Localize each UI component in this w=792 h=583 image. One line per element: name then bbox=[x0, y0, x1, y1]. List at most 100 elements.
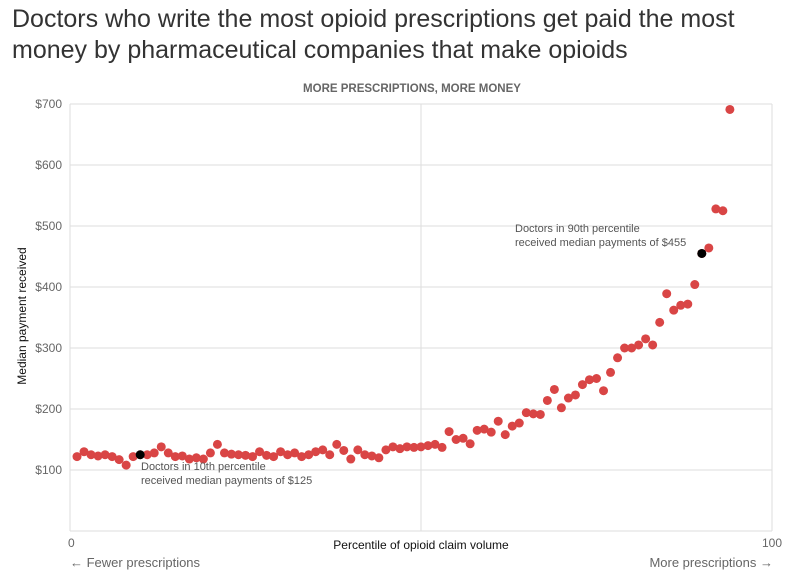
data-point bbox=[93, 451, 103, 461]
data-point bbox=[184, 454, 194, 464]
data-point bbox=[276, 447, 286, 457]
data-point bbox=[669, 305, 679, 315]
data-point bbox=[100, 450, 110, 460]
highlight-point bbox=[135, 450, 145, 460]
data-point bbox=[465, 439, 475, 449]
data-point bbox=[219, 448, 229, 458]
data-point bbox=[570, 390, 580, 400]
data-point bbox=[107, 452, 117, 462]
data-point bbox=[177, 451, 187, 461]
data-point bbox=[226, 449, 236, 459]
data-point bbox=[704, 243, 714, 253]
data-point bbox=[367, 451, 377, 461]
data-point bbox=[479, 424, 489, 434]
highlight-point bbox=[697, 248, 707, 258]
data-point bbox=[311, 447, 321, 457]
data-point bbox=[627, 343, 637, 353]
data-point bbox=[690, 280, 700, 290]
data-point bbox=[86, 450, 96, 460]
data-point bbox=[542, 395, 552, 405]
data-point bbox=[409, 442, 419, 452]
x-tick-labels: 0 100 bbox=[68, 536, 782, 550]
data-point bbox=[149, 448, 159, 458]
data-point bbox=[128, 452, 138, 462]
data-point bbox=[641, 334, 651, 344]
data-point bbox=[283, 450, 293, 460]
data-point bbox=[297, 452, 307, 462]
data-point bbox=[304, 450, 314, 460]
data-point bbox=[592, 374, 601, 383]
annotation-10th-line1: Doctors in 10th percentile bbox=[141, 461, 266, 473]
more-prescriptions-note: More prescriptions → bbox=[649, 555, 773, 570]
data-point bbox=[142, 450, 152, 460]
data-point bbox=[423, 441, 433, 451]
data-point bbox=[613, 353, 623, 363]
headline: Doctors who write the most opioid prescr… bbox=[12, 5, 735, 64]
data-point bbox=[437, 442, 447, 452]
data-point bbox=[318, 445, 328, 455]
data-point bbox=[430, 439, 440, 449]
data-point bbox=[191, 453, 201, 463]
data-point bbox=[121, 460, 131, 470]
data-point bbox=[381, 445, 391, 455]
y-tick-label: $400 bbox=[35, 280, 62, 294]
data-point bbox=[599, 386, 609, 396]
y-tick-label: $700 bbox=[35, 97, 62, 111]
data-point bbox=[233, 450, 243, 460]
data-point bbox=[655, 317, 665, 327]
data-point bbox=[395, 444, 405, 454]
data-point bbox=[388, 442, 398, 452]
data-point bbox=[486, 427, 496, 437]
data-point bbox=[521, 408, 531, 418]
x-tick-label: 100 bbox=[762, 536, 782, 550]
y-tick-label: $100 bbox=[35, 463, 62, 477]
data-point bbox=[114, 455, 124, 465]
data-point bbox=[79, 447, 89, 457]
data-point bbox=[170, 452, 180, 462]
data-point bbox=[255, 447, 265, 457]
data-point bbox=[444, 427, 454, 437]
data-point bbox=[493, 416, 503, 426]
x-tick-label: 0 bbox=[68, 536, 75, 550]
y-tick-label: $600 bbox=[35, 158, 62, 172]
data-point bbox=[514, 418, 524, 428]
data-point bbox=[451, 435, 461, 444]
data-point bbox=[346, 454, 356, 464]
chart-title: MORE PRESCRIPTIONS, MORE MONEY bbox=[303, 83, 521, 95]
data-point bbox=[269, 452, 279, 462]
data-point bbox=[472, 425, 482, 435]
data-point bbox=[198, 454, 208, 464]
y-tick-label: $500 bbox=[35, 219, 62, 233]
y-tick-label: $200 bbox=[35, 402, 62, 416]
y-tick-label: $300 bbox=[35, 341, 62, 355]
data-point bbox=[577, 380, 587, 390]
data-point bbox=[648, 340, 658, 350]
highlight-points bbox=[135, 248, 707, 460]
data-point bbox=[458, 433, 468, 443]
data-point bbox=[620, 343, 630, 353]
annotation-90th-line2: received median payments of $455 bbox=[515, 237, 686, 249]
data-point bbox=[248, 452, 258, 462]
data-point bbox=[72, 452, 82, 462]
fewer-prescriptions-note: ← Fewer prescriptions bbox=[70, 555, 201, 570]
y-tick-labels: $100 $200 $300 $400 $500 $600 $700 bbox=[35, 97, 62, 477]
data-point bbox=[332, 439, 342, 449]
data-point bbox=[584, 375, 594, 385]
data-point bbox=[163, 448, 173, 458]
data-point bbox=[416, 442, 426, 452]
data-point bbox=[535, 409, 545, 419]
data-point bbox=[241, 450, 250, 460]
data-point bbox=[374, 453, 384, 463]
data-point bbox=[507, 421, 517, 431]
data-point bbox=[339, 445, 349, 455]
data-point bbox=[725, 104, 735, 114]
data-point bbox=[290, 448, 300, 458]
y-axis-label: Median payment received bbox=[15, 247, 29, 384]
data-point bbox=[500, 430, 510, 440]
data-point bbox=[353, 445, 363, 455]
data-point bbox=[711, 204, 721, 214]
data-point bbox=[556, 403, 566, 413]
data-point bbox=[718, 206, 728, 216]
data-point bbox=[683, 299, 693, 309]
